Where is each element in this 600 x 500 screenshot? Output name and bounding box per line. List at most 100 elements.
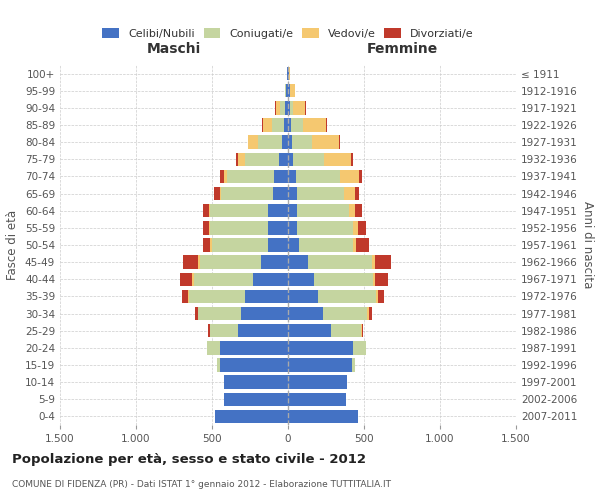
Bar	[288, 221, 353, 234]
Bar	[288, 221, 358, 234]
Bar	[268, 238, 288, 252]
Bar	[288, 376, 347, 389]
Bar	[209, 221, 288, 234]
Bar	[288, 307, 368, 320]
Bar	[288, 341, 353, 354]
Bar	[286, 84, 288, 98]
Bar	[208, 341, 288, 354]
Bar	[288, 410, 358, 423]
Bar	[224, 376, 288, 389]
Bar	[288, 290, 377, 303]
Bar	[253, 272, 288, 286]
Bar	[288, 204, 349, 218]
Bar	[288, 392, 346, 406]
Bar	[224, 170, 288, 183]
Bar	[284, 118, 288, 132]
Bar	[288, 67, 290, 80]
Y-axis label: Fasce di età: Fasce di età	[7, 210, 19, 280]
Bar	[208, 341, 288, 354]
Text: Maschi: Maschi	[147, 42, 201, 56]
Bar	[288, 272, 373, 286]
Y-axis label: Anni di nascita: Anni di nascita	[581, 202, 594, 288]
Bar	[288, 67, 289, 80]
Bar	[194, 307, 288, 320]
Bar	[180, 272, 288, 286]
Bar	[288, 136, 339, 149]
Bar	[262, 118, 288, 132]
Bar	[288, 376, 347, 389]
Bar	[288, 118, 326, 132]
Bar	[288, 324, 362, 338]
Bar	[188, 290, 288, 303]
Bar	[288, 290, 384, 303]
Bar	[241, 307, 288, 320]
Bar	[194, 272, 288, 286]
Bar	[220, 358, 288, 372]
Bar	[288, 392, 346, 406]
Bar	[288, 136, 292, 149]
Bar	[238, 152, 288, 166]
Bar	[288, 256, 308, 269]
Bar	[288, 256, 391, 269]
Bar	[287, 67, 288, 80]
Bar	[268, 221, 288, 234]
Bar	[224, 392, 288, 406]
Bar	[288, 290, 319, 303]
Bar	[217, 358, 288, 372]
Bar	[224, 392, 288, 406]
Bar	[210, 324, 288, 338]
Bar	[276, 101, 288, 114]
Bar	[288, 324, 363, 338]
Bar	[288, 376, 347, 389]
Bar	[273, 187, 288, 200]
Bar	[288, 101, 306, 114]
Text: COMUNE DI FIDENZA (PR) - Dati ISTAT 1° gennaio 2012 - Elaborazione TUTTITALIA.IT: COMUNE DI FIDENZA (PR) - Dati ISTAT 1° g…	[12, 480, 391, 489]
Legend: Celibi/Nubili, Coniugati/e, Vedovi/e, Divorziati/e: Celibi/Nubili, Coniugati/e, Vedovi/e, Di…	[98, 24, 478, 44]
Bar	[192, 272, 288, 286]
Bar	[245, 290, 288, 303]
Bar	[288, 358, 355, 372]
Bar	[288, 410, 358, 423]
Bar	[288, 67, 290, 80]
Bar	[288, 358, 352, 372]
Bar	[288, 152, 351, 166]
Bar	[284, 84, 288, 98]
Bar	[288, 324, 361, 338]
Bar	[200, 256, 288, 269]
Bar	[288, 170, 362, 183]
Bar	[288, 410, 358, 423]
Bar	[209, 204, 288, 218]
Bar	[288, 221, 365, 234]
Bar	[287, 67, 288, 80]
Bar	[288, 187, 359, 200]
Bar	[288, 256, 374, 269]
Bar	[285, 101, 288, 114]
Bar	[288, 341, 365, 354]
Text: Popolazione per età, sesso e stato civile - 2012: Popolazione per età, sesso e stato civil…	[12, 452, 366, 466]
Bar	[288, 101, 305, 114]
Bar	[288, 307, 323, 320]
Bar	[285, 84, 288, 98]
Bar	[203, 238, 288, 252]
Bar	[288, 118, 327, 132]
Bar	[224, 376, 288, 389]
Bar	[288, 238, 356, 252]
Bar	[199, 256, 288, 269]
Bar	[224, 392, 288, 406]
Bar	[288, 324, 331, 338]
Bar	[215, 410, 288, 423]
Bar	[260, 256, 288, 269]
Bar	[288, 272, 376, 286]
Bar	[288, 358, 355, 372]
Bar	[288, 170, 359, 183]
Bar	[288, 392, 346, 406]
Bar	[287, 67, 288, 80]
Bar	[288, 187, 355, 200]
Bar	[288, 84, 290, 98]
Bar	[288, 341, 365, 354]
Bar	[288, 272, 388, 286]
Bar	[287, 67, 288, 80]
Bar	[199, 307, 288, 320]
Bar	[224, 376, 288, 389]
Bar	[279, 152, 288, 166]
